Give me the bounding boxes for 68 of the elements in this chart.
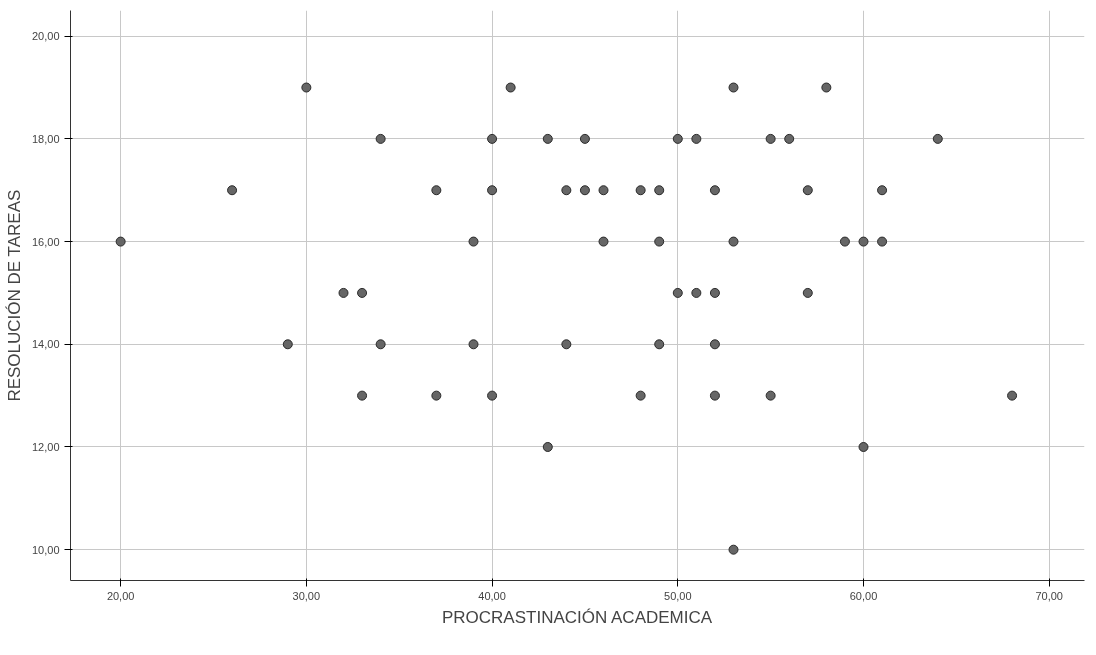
point <box>579 185 590 196</box>
point <box>691 133 702 144</box>
x-tick-label: 20,00 <box>106 589 135 602</box>
x-tick-label: 50,00 <box>664 589 692 602</box>
point <box>1007 390 1018 401</box>
point <box>765 133 776 144</box>
point <box>728 236 739 247</box>
y-tick-label: 20,00 <box>31 30 60 43</box>
point <box>728 82 739 93</box>
point <box>579 133 590 144</box>
x-tick-label: 30,00 <box>292 589 321 602</box>
point <box>877 236 888 247</box>
point <box>709 390 720 401</box>
point <box>115 236 126 247</box>
y-tick-label: 12,00 <box>31 440 60 453</box>
y-tick-label: 18,00 <box>31 132 60 145</box>
point <box>468 339 479 350</box>
point <box>561 185 572 196</box>
point <box>654 236 665 247</box>
point <box>301 82 312 93</box>
point <box>468 236 479 247</box>
point <box>338 287 349 298</box>
point <box>598 236 609 247</box>
point <box>487 185 498 196</box>
point <box>654 185 665 196</box>
x-tick-label: 60,00 <box>849 589 878 602</box>
point <box>802 185 813 196</box>
x-tick-label: 40,00 <box>478 589 506 602</box>
point <box>858 442 869 452</box>
y-tick-label: 14,00 <box>31 338 60 351</box>
point <box>431 185 442 196</box>
point <box>709 339 720 350</box>
point <box>691 287 702 298</box>
y-axis-title: RESOLUCIÓN DE TAREAS <box>4 189 24 402</box>
point <box>431 390 442 401</box>
point <box>709 185 720 196</box>
point <box>877 185 888 196</box>
point <box>728 544 739 555</box>
point <box>542 133 553 144</box>
point <box>821 82 832 93</box>
point <box>505 82 516 93</box>
point <box>357 287 368 298</box>
y-tick-label: 10,00 <box>31 543 60 556</box>
point <box>654 339 665 350</box>
point <box>709 287 720 298</box>
point <box>561 339 572 350</box>
point <box>635 390 646 401</box>
y-tick-label: 16,00 <box>31 235 60 248</box>
point <box>282 339 293 350</box>
point <box>487 133 498 144</box>
point <box>375 133 386 144</box>
point <box>487 390 498 401</box>
point <box>227 185 238 196</box>
point <box>672 287 683 298</box>
point <box>375 339 386 350</box>
point <box>635 185 646 196</box>
point <box>672 133 683 144</box>
point <box>542 442 553 452</box>
point <box>598 185 609 196</box>
point <box>802 287 813 298</box>
x-axis-title: PROCRASTINACIÓN ACADEMICA <box>441 607 713 627</box>
point <box>357 390 368 401</box>
x-tick-label: 70,00 <box>1035 589 1063 602</box>
point <box>932 133 943 144</box>
point <box>839 236 850 247</box>
point <box>858 236 869 247</box>
point <box>784 133 795 144</box>
point <box>765 390 776 401</box>
